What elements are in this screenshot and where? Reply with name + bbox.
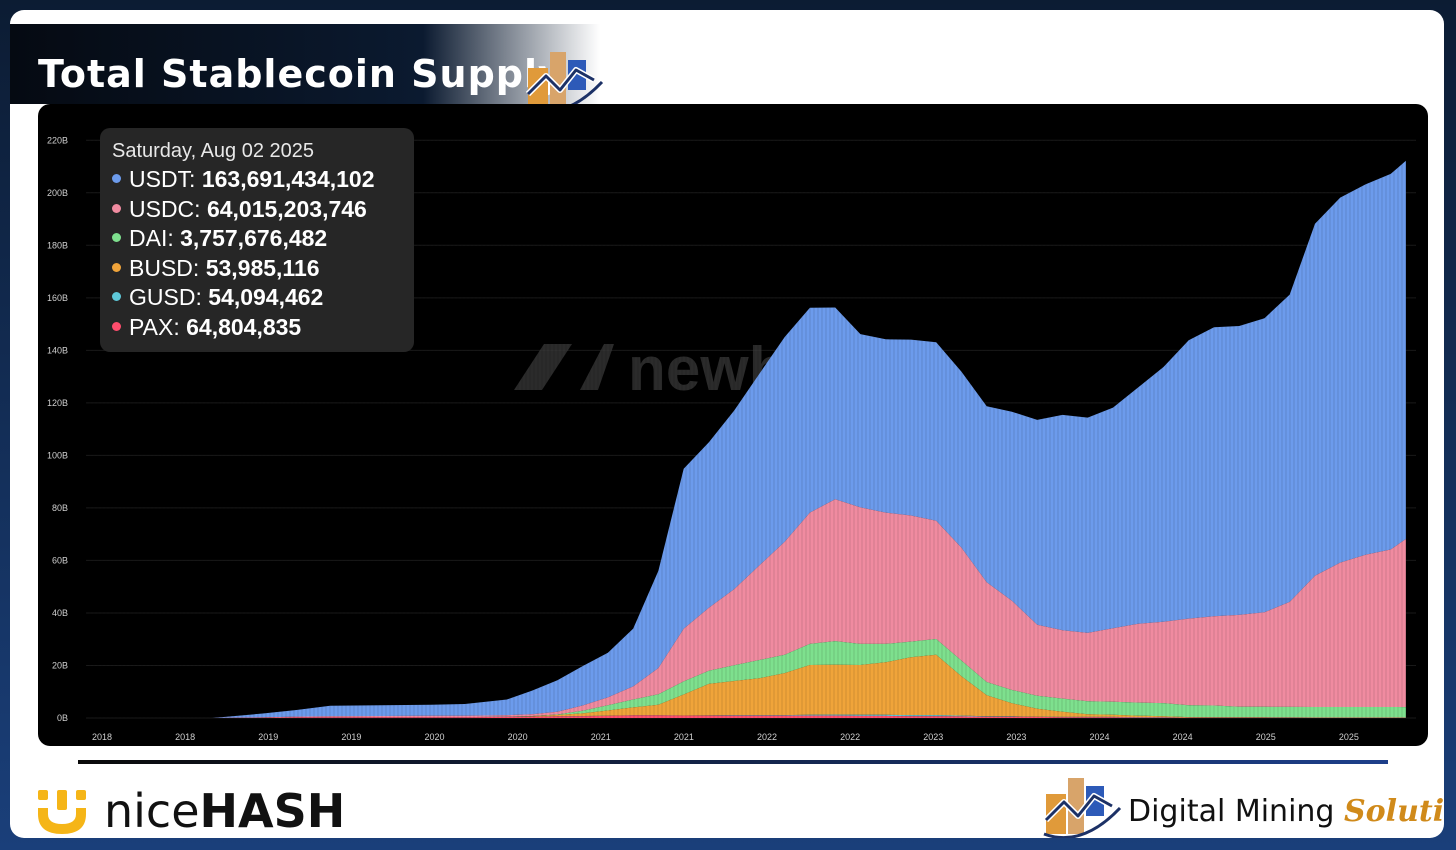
digital-mining-footer-logo-icon	[1043, 778, 1122, 838]
x-tick-label: 2024	[1173, 732, 1193, 742]
series-area-pax	[86, 715, 1406, 718]
title-band: Total Stablecoin Supply	[10, 24, 604, 112]
y-tick-label: 120B	[47, 398, 68, 408]
footer-divider	[78, 760, 1388, 764]
y-tick-label: 180B	[47, 240, 68, 250]
x-tick-label: 2021	[674, 732, 694, 742]
bar-texture	[85, 114, 1415, 718]
nicehash-wordmark: niceHASH	[104, 784, 345, 838]
dms-accent-text: Solutions	[1344, 794, 1444, 829]
x-tick-label: 2025	[1339, 732, 1359, 742]
tooltip-label: GUSD:	[129, 284, 202, 310]
nicehash-logo-icon	[38, 790, 86, 834]
y-axis-ticks: 0B 20B 40B 60B 80B 100B 120B 140B 160B 180B 200B 22…	[47, 135, 68, 723]
tooltip-value: 54,094,462	[208, 284, 324, 310]
tooltip-row-gusd: GUSD: 54,094,462	[112, 283, 402, 313]
y-tick-label: 100B	[47, 450, 68, 460]
tooltip-row-usdt: USDT: 163,691,434,102	[112, 165, 402, 195]
tooltip-label: USDC:	[129, 195, 201, 222]
y-tick-label: 160B	[47, 293, 68, 303]
x-tick-label: 2020	[424, 732, 444, 742]
x-axis-ticks: 2018 2018 2019 2019 2020 2020 2021 2021 2022 2022…	[92, 732, 1359, 742]
gusd-dot-icon	[112, 292, 121, 302]
tooltip-date: Saturday, Aug 02 2025	[112, 140, 315, 162]
pax-dot-icon	[112, 321, 121, 331]
digital-mining-wordmark: Digital Mining Solutions	[1128, 794, 1444, 829]
tooltip-label: PAX:	[129, 313, 180, 340]
series-area-usdc	[86, 499, 1406, 718]
tooltip-value: 163,691,434,102	[201, 166, 375, 192]
y-tick-label: 220B	[47, 135, 68, 145]
x-tick-label: 2019	[258, 732, 278, 742]
x-tick-label: 2019	[341, 732, 361, 742]
x-tick-label: 2025	[1256, 732, 1276, 742]
tooltip-row-busd: BUSD: 53,985,116	[112, 254, 402, 284]
dms-main-text: Digital Mining	[1128, 794, 1344, 829]
x-tick-label: 2018	[175, 732, 195, 742]
infographic-card: Total Stablecoin Supply newhedge 0B20B40…	[10, 10, 1444, 838]
tooltip-label: BUSD:	[129, 254, 200, 281]
y-tick-label: 40B	[52, 608, 68, 618]
newhedge-logo-icon	[514, 344, 572, 390]
x-tick-label: 2021	[591, 732, 611, 742]
tooltip-value: 64,804,835	[186, 313, 302, 340]
x-tick-label: 2023	[1006, 732, 1026, 742]
series-area-dai	[86, 639, 1406, 718]
nicehash-light: nice	[104, 784, 200, 838]
tooltip-row-usdc: USDC: 64,015,203,746	[112, 195, 402, 225]
usdc-dot-icon	[112, 203, 121, 213]
tooltip-value: 3,757,676,482	[180, 225, 328, 251]
nicehash-bold: HASH	[199, 784, 346, 838]
tooltip-row-pax: PAX: 64,804,835	[112, 313, 402, 343]
tooltip-value: 64,015,203,746	[206, 195, 367, 222]
dai-dot-icon	[112, 233, 121, 243]
chart-area: newhedge 0B20B40B60B80B100B120B140B160B1…	[38, 104, 1428, 746]
y-tick-label: 0B	[57, 713, 68, 723]
x-tick-label: 2024	[1089, 732, 1109, 742]
x-tick-label: 2020	[508, 732, 528, 742]
page-title: Total Stablecoin Supply	[38, 52, 564, 96]
series-area-gusd	[86, 714, 1406, 718]
hover-tooltip: Saturday, Aug 02 2025 USDT: 163,691,434,…	[100, 128, 414, 352]
tooltip-label: USDT:	[129, 166, 196, 192]
y-tick-label: 60B	[52, 555, 68, 565]
y-tick-label: 200B	[47, 188, 68, 198]
usdt-dot-icon	[112, 174, 121, 184]
busd-dot-icon	[112, 262, 121, 272]
tooltip-label: DAI:	[129, 225, 174, 251]
y-tick-label: 140B	[47, 345, 68, 355]
stablecoin-supply-chart: newhedge 0B20B40B60B80B100B120B140B160B1…	[47, 114, 1416, 742]
tooltip-row-dai: DAI: 3,757,676,482	[112, 224, 402, 254]
x-tick-label: 2023	[923, 732, 943, 742]
x-tick-label: 2018	[92, 732, 112, 742]
y-tick-label: 80B	[52, 503, 68, 513]
series-area-usdt	[86, 160, 1406, 719]
series-areas	[86, 160, 1406, 719]
series-area-busd	[86, 654, 1406, 718]
newhedge-logo-stripe-icon	[580, 344, 614, 390]
y-tick-label: 20B	[52, 660, 68, 670]
x-tick-label: 2022	[840, 732, 860, 742]
x-tick-label: 2022	[757, 732, 777, 742]
digital-mining-logo-icon	[525, 52, 604, 112]
tooltip-value: 53,985,116	[205, 254, 320, 281]
